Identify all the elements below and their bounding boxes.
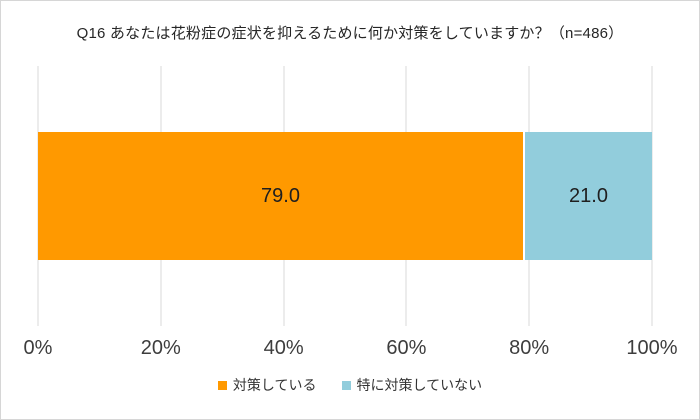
- x-axis-tick-label: 80%: [509, 337, 550, 359]
- legend-swatch-icon: [341, 380, 351, 390]
- legend-item-no-measures: 特に対策していない: [341, 375, 483, 395]
- gridline: [651, 66, 653, 326]
- plot-area: 79.0 21.0: [37, 66, 653, 326]
- bar-segment-no-measures: 21.0: [523, 132, 652, 260]
- legend-item-taking-measures: 対策している: [217, 375, 317, 395]
- legend-swatch-icon: [217, 380, 227, 390]
- x-axis-tick-label: 0%: [23, 337, 53, 359]
- bar-value-label: 21.0: [569, 184, 608, 207]
- legend-label: 特に対策していない: [356, 377, 483, 393]
- x-axis: 0% 20% 40% 60% 80% 100%: [24, 337, 678, 361]
- stacked-bar: 79.0 21.0: [38, 132, 652, 260]
- legend: 対策している 特に対策していない: [1, 375, 699, 395]
- x-axis-tick-label: 60%: [386, 337, 427, 359]
- x-axis-tick-label: 100%: [626, 337, 678, 359]
- bar-segment-taking-measures: 79.0: [38, 132, 524, 260]
- bar-value-label: 79.0: [261, 184, 300, 207]
- chart-title: Q16 あなたは花粉症の症状を抑えるために何か対策をしていますか？（n=486）: [76, 25, 624, 42]
- x-axis-tick-label: 20%: [140, 337, 181, 359]
- legend-label: 対策している: [232, 377, 317, 393]
- x-axis-tick-label: 40%: [263, 337, 304, 359]
